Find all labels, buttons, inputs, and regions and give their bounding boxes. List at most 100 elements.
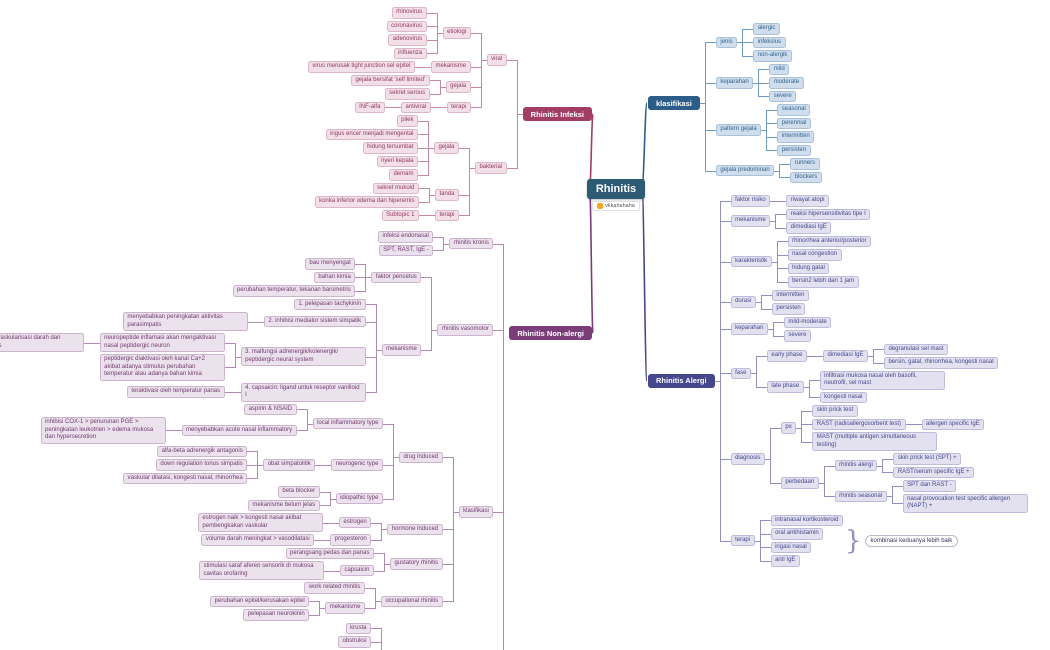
node-subtopic-1[interactable]: Subtopic 1 <box>381 209 419 221</box>
node-mekanisme[interactable]: mekanisme <box>325 602 365 614</box>
note-kombinasi-keduanya-lebih-baik[interactable]: kombinasi keduanya lebih baik <box>864 534 959 547</box>
node-pilek[interactable]: pilek <box>396 115 418 127</box>
node-konka-inferior-odema-dan-hiperemis[interactable]: konka inferior odema dan hiperemis <box>314 196 419 208</box>
node-jenis[interactable]: jenis <box>715 36 738 48</box>
node-severe[interactable]: severe <box>783 330 811 342</box>
node-durasi[interactable]: durasi <box>730 296 756 308</box>
node-rhinorrhea-anterior-posterior[interactable]: rhinorrhea anterior/posterior <box>787 235 871 247</box>
node-gustatory-rhinitis[interactable]: gustatory rhinitis <box>389 558 443 570</box>
branch-rhinitis-alergi[interactable]: Rhinitis Alergi <box>648 373 715 388</box>
node-hormone-induced[interactable]: hormone induced <box>387 523 443 535</box>
node-mekanisme[interactable]: mekanisme <box>430 61 471 73</box>
node-neuropeptide-inflamasi-akan-mengaktivasi[interactable]: neuropeptide inflamasi akan mengaktivasi… <box>99 333 225 352</box>
node-teraktivasi-oleh-temperatur-panas[interactable]: teraktivasi oleh temperatur panas <box>126 386 225 398</box>
node-infeksius[interactable]: infeksius <box>753 36 786 48</box>
node-bakterial[interactable]: bakterial <box>474 162 507 174</box>
node-infiltrasi-mukosa-nasal-oleh-basofil-neu[interactable]: infiltrasi mukosa nasal oleh basofil, ne… <box>819 370 945 390</box>
node-rhinitis-alergi[interactable]: rhinitis alergi <box>834 459 878 472</box>
central-topic[interactable]: Rhinitis vkkahahaha <box>586 179 646 211</box>
node-mast-multiple-antigen-simultaneous-testi[interactable]: MAST (multiple antigen simultaneous test… <box>812 432 938 451</box>
node-keparahan[interactable]: keparahan <box>715 77 754 89</box>
node-spt-dan-rast[interactable]: SPT dan RAST - <box>902 480 957 492</box>
node-intermitten[interactable]: intermitten <box>777 131 815 143</box>
node-klasifikasi[interactable]: klasifikasi <box>458 506 494 518</box>
node-rhinitis-vasomotor[interactable]: rhinitis vasomotor <box>437 324 494 336</box>
node-bau-menyengat[interactable]: bau menyengat <box>304 258 356 270</box>
node-pelepasan-neurokinin[interactable]: pelepasan neurokinin <box>243 609 310 621</box>
node-ingus-encer-menjadi-mengental[interactable]: ingus encer menjadi mengental <box>325 128 418 140</box>
node-rast-serum-specific-ige[interactable]: RAST/serum specific IgE + <box>893 466 975 478</box>
node-inhibisi-cox-1-penurunan-pge-peningkatan[interactable]: inhibisi COX-1 > penurunan PGE > peningk… <box>40 417 166 444</box>
node-riwayat-atopi[interactable]: riwayat atopi <box>786 195 829 207</box>
branch-rhinitis-infeksi[interactable]: Rhinitis Infeksi <box>522 107 592 121</box>
branch-klasifikasi[interactable]: klasifikasi <box>648 96 700 110</box>
node-reaksi-hipersensitivitas-tipe-i[interactable]: reaksi hipersensitivitas tipe I <box>786 208 871 220</box>
node-bahan-kimia[interactable]: bahan kimia <box>313 271 356 283</box>
node-runners[interactable]: runners <box>790 158 820 170</box>
node-capsaicin[interactable]: capsaicin <box>339 564 374 577</box>
node-rhinitis-kronis[interactable]: rhinitis kronis <box>449 237 494 250</box>
node-skin-prick-test-spt[interactable]: skin prick test (SPT) + <box>893 453 962 465</box>
node-local-inflammatory-type[interactable]: local inflammatory type <box>312 417 383 430</box>
node-obat-simpatolitik[interactable]: obat simpatolitik <box>263 459 316 471</box>
central-topic-subtitle[interactable]: vkkahahaha <box>592 201 640 211</box>
node-nasal-provocation-test-specific-allergen[interactable]: nasal provocation test specific allergen… <box>902 493 1028 513</box>
node-terapi[interactable]: terapi <box>446 101 471 113</box>
node-diagnosis[interactable]: diagnosis <box>730 453 765 465</box>
node-etiologi[interactable]: etiologi <box>442 27 471 39</box>
node-persisten[interactable]: persisten <box>771 303 806 315</box>
node-skin-prick-test[interactable]: skin prick test <box>812 405 858 417</box>
node-gejala-bersifat-self-limited[interactable]: gejala bersifat 'self limited' <box>350 74 430 86</box>
node-inf-alfa[interactable]: INF-alfa <box>354 101 385 113</box>
node-dimediasi-ige[interactable]: dimediasi IgE <box>822 350 868 362</box>
node-stimulasi-saraf-aferen-sensorik-di-mukos[interactable]: stimulasi saraf aferen sensorik di mukos… <box>198 561 324 580</box>
node-faktor-risiko[interactable]: faktor risiko <box>730 195 771 207</box>
node-demam[interactable]: demam <box>388 169 418 181</box>
node-volume-darah-meningkat-vasodilatasi[interactable]: volume darah meningkat > vasodilatasi <box>201 534 315 546</box>
node-severe[interactable]: severe <box>769 90 797 102</box>
node-nyeri-kepala[interactable]: nyeri kepala <box>376 155 418 167</box>
node-moderate[interactable]: moderate <box>769 77 804 89</box>
node-menyebabkan-peningkatan-aktivitas-parasi[interactable]: menyebabkan peningkatan aktivitas parasi… <box>122 312 248 331</box>
node-1-pelepasan-tachykinin[interactable]: 1. pelepasan tachykinin <box>293 298 366 310</box>
node-krusta[interactable]: krusta <box>345 622 371 634</box>
node-gejala-predominan[interactable]: gejala predominan <box>715 164 775 177</box>
node-drug-induced[interactable]: drug induced <box>398 451 443 463</box>
node-coronavirus[interactable]: coronavirus <box>386 20 427 32</box>
node-alfa-beta-adrenergik-antagonis[interactable]: alfa-beta adrenergik antagonis <box>157 445 248 457</box>
node-blockers[interactable]: blockers <box>790 171 822 183</box>
node-4-capsaicin-ligand-untuk-reseptor-vanill[interactable]: 4. capsaicin: ligand untuk reseptor vani… <box>240 382 366 402</box>
node-influenza[interactable]: influenza <box>393 47 427 59</box>
node-rast-radioallergosorbent-test[interactable]: RAST (radioallergosorbent test) <box>812 418 906 430</box>
node-perubahan-temperatur-tekanan-barometris[interactable]: perubahan temperatur, tekanan barometris <box>232 285 356 297</box>
node-mekanisme-belum-jelas[interactable]: mekanisme belum jelas <box>247 499 320 511</box>
node-intermitten[interactable]: intermitten <box>771 289 809 301</box>
node-seasonal[interactable]: seasonal <box>777 104 811 116</box>
node-gejala[interactable]: gejala <box>433 142 459 154</box>
node-hidung-gatal[interactable]: hidung gatal <box>787 262 830 274</box>
node-perangsang-pedas-dan-panas[interactable]: perangsang pedas dan panas <box>285 547 374 559</box>
node-perbedaan[interactable]: perbedaan <box>780 477 819 489</box>
node-fase[interactable]: fase <box>730 367 751 379</box>
node-estrogen-naik-kongesti-nasal-akibat-pemb[interactable]: estrogen naik > kongesti nasal akibat pe… <box>197 513 323 532</box>
node-mekanisme[interactable]: mekanisme <box>730 215 771 227</box>
node-bersin2-lebih-dari-1-jam[interactable]: bersin2 lebih dari 1 jam <box>787 276 859 288</box>
node-terapi[interactable]: terapi <box>434 209 459 221</box>
node-idiopathic-type[interactable]: idiopathic type <box>335 492 383 505</box>
node-rhinitis-seasonal[interactable]: rhinitis seasonal <box>834 490 887 502</box>
node-work-related-rhinitis[interactable]: work related rhinitis <box>304 582 365 594</box>
node-kongesti-nasal[interactable]: kongesti nasal <box>819 391 867 403</box>
node-infeksi-endonasal[interactable]: infeksi endonasal <box>377 231 434 243</box>
node-antiviral[interactable]: antiviral <box>400 101 431 113</box>
node-peningkatan-vaskularisasi-darah-dan-sekr[interactable]: peningkatan vaskularisasi darah dan sekr… <box>0 333 84 352</box>
node-beta-blocker[interactable]: beta blocker <box>277 486 320 498</box>
node-obstruksi[interactable]: obstruksi <box>337 636 371 648</box>
branch-rhinitis-non-alergi[interactable]: Rhinitis Non-alergi <box>509 326 592 340</box>
central-topic-title[interactable]: Rhinitis <box>586 179 646 199</box>
node-allergen-specific-ige[interactable]: allergen specific IgE <box>921 418 985 430</box>
node-estrogen[interactable]: estrogen <box>338 516 372 529</box>
node-down-regulation-tonus-simpatis[interactable]: down regulation tonus simpatis <box>155 459 248 471</box>
node-dimediasi-ige[interactable]: dimediasi IgE <box>786 222 832 234</box>
node-tanda[interactable]: tanda <box>434 189 459 201</box>
node-late-phase[interactable]: late phase <box>766 381 804 393</box>
